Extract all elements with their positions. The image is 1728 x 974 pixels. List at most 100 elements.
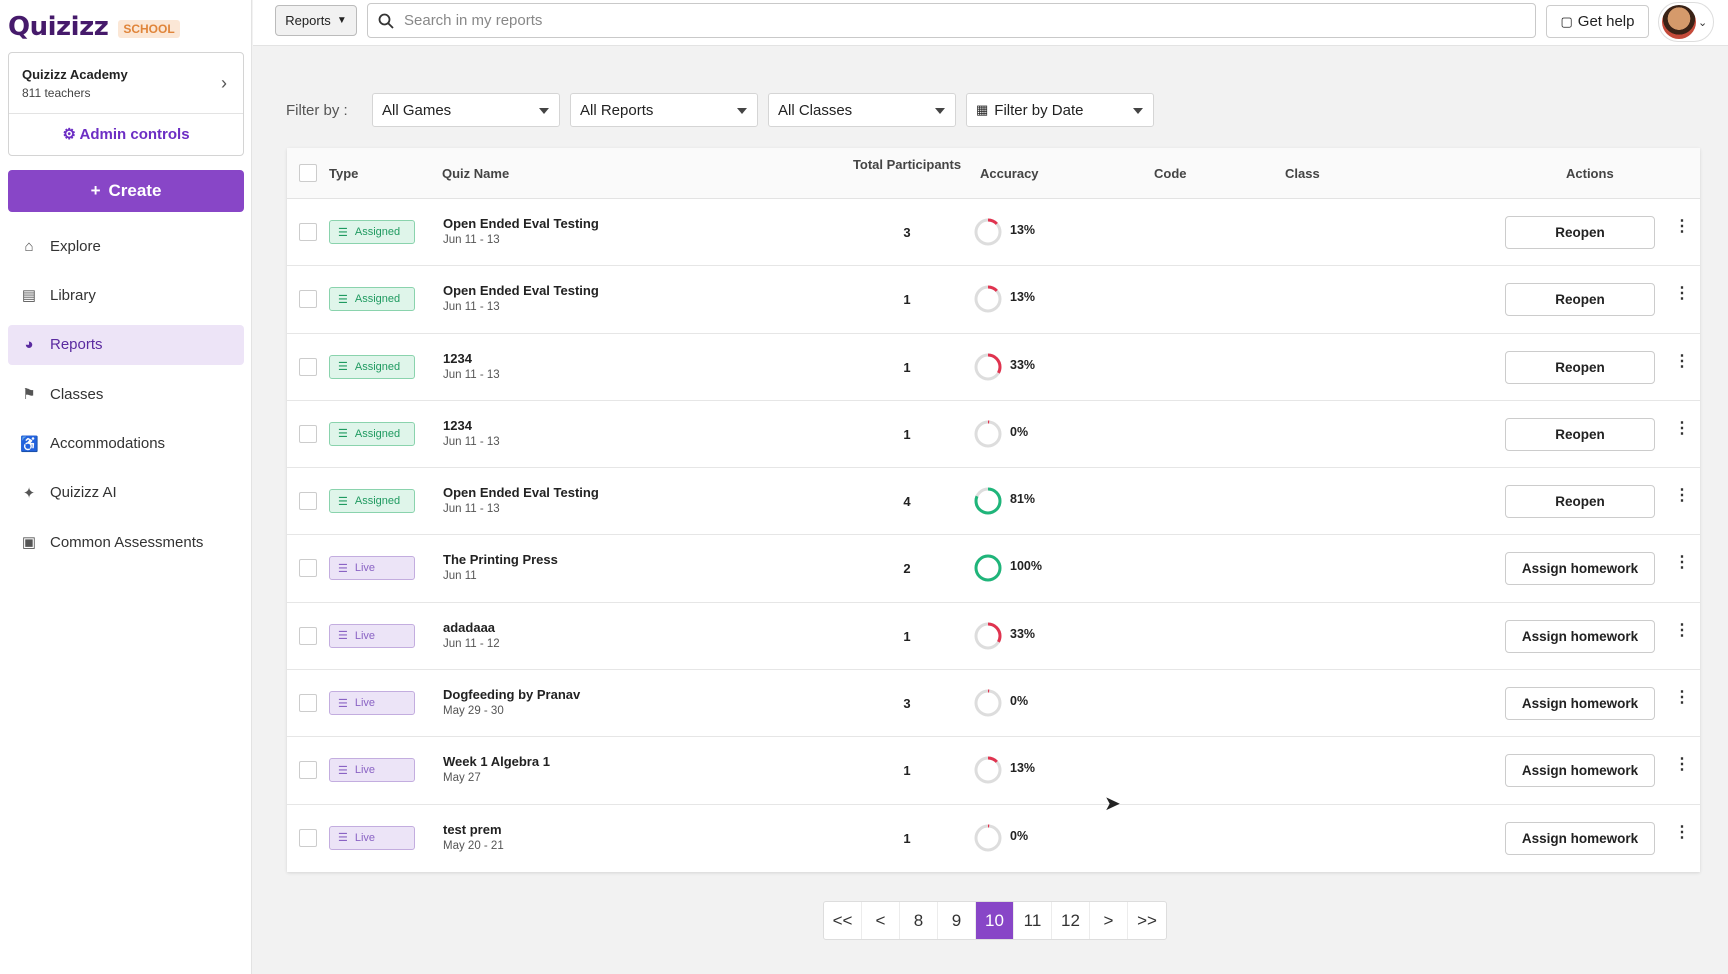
row-checkbox[interactable] — [299, 559, 317, 578]
row-checkbox[interactable] — [299, 828, 317, 847]
quiz-name[interactable]: Open Ended Eval Testing — [443, 283, 599, 299]
next-page-button[interactable]: > — [1090, 902, 1128, 939]
reopen-button[interactable]: Reopen — [1505, 283, 1655, 317]
assign-homework-button[interactable]: Assign homework — [1505, 619, 1655, 653]
quiz-name[interactable]: adadaaa — [443, 619, 496, 635]
table-row[interactable]: ☰ Assigned Open Ended Eval Testing Jun 11 -… — [287, 468, 1700, 536]
table-row[interactable]: ☰ Live The Printing Press Jun 11 2 100% Assign… — [287, 535, 1700, 603]
table-row[interactable]: ☰ Live Dogfeeding by Pranav May 29 - 30 3 0% A… — [287, 670, 1700, 738]
first-page-button[interactable]: << — [824, 902, 862, 939]
table-row[interactable]: ☰ Live test prem May 20 - 21 1 0% Assign homew… — [287, 805, 1700, 872]
quiz-name[interactable]: Week 1 Algebra 1 — [443, 754, 550, 770]
date-filter-value: Filter by Date — [994, 101, 1084, 119]
reopen-button[interactable]: Reopen — [1505, 350, 1655, 384]
row-checkbox[interactable] — [299, 492, 317, 511]
sidebar-item-explore[interactable]: ⌂ Explore — [8, 226, 244, 266]
more-options-icon[interactable]: ⋮ — [1674, 689, 1690, 707]
prev-page-button[interactable]: < — [862, 902, 900, 939]
calendar-icon: ▦ — [976, 102, 989, 117]
org-card[interactable]: Quizizz Academy 811 teachers › ⚙ Admin c… — [8, 52, 244, 156]
quiz-date: Jun 11 - 13 — [443, 368, 500, 381]
row-checkbox[interactable] — [299, 223, 317, 241]
table-row[interactable]: ☰ Assigned Open Ended Eval Testing Jun 11 -… — [287, 199, 1700, 267]
row-checkbox[interactable] — [299, 694, 317, 713]
page-button[interactable]: 9 — [938, 902, 976, 939]
quiz-name[interactable]: test prem — [443, 821, 502, 837]
table-row[interactable]: ☰ Assigned 1234 Jun 11 - 13 1 0% Reopen ⋮ — [287, 401, 1700, 469]
date-filter-select[interactable]: ▦ Filter by Date — [966, 93, 1154, 127]
assign-homework-button[interactable]: Assign homework — [1505, 687, 1655, 721]
type-badge-label: Assigned — [354, 226, 401, 238]
more-options-icon[interactable]: ⋮ — [1674, 621, 1690, 639]
sidebar-item-accommodations[interactable]: ♿ Accommodations — [8, 424, 244, 464]
chevron-right-icon[interactable]: › — [221, 73, 227, 93]
sidebar-item-label: Reports — [50, 336, 103, 354]
table-row[interactable]: ☰ Live adadaaa Jun 11 - 12 1 33% Assign homewo… — [287, 603, 1700, 671]
sidebar-item-library[interactable]: ▤ Library — [8, 275, 244, 315]
table-body: ☰ Assigned Open Ended Eval Testing Jun 11 -… — [287, 199, 1700, 872]
accuracy-value: 0% — [1010, 828, 1029, 843]
table-row[interactable]: ☰ Assigned Open Ended Eval Testing Jun 11 -… — [287, 266, 1700, 334]
more-options-icon[interactable]: ⋮ — [1674, 352, 1690, 370]
more-options-icon[interactable]: ⋮ — [1674, 823, 1690, 841]
quiz-name[interactable]: 1234 — [443, 350, 472, 366]
search-scope-select[interactable]: Reports ▼ — [275, 5, 357, 36]
assign-homework-button[interactable]: Assign homework — [1505, 754, 1655, 788]
profile-menu[interactable]: ⌄ — [1658, 2, 1714, 42]
list-icon: ☰ — [338, 764, 348, 777]
more-options-icon[interactable]: ⋮ — [1674, 419, 1690, 437]
sidebar-item-quizizz-ai[interactable]: ✦ Quizizz AI — [8, 473, 244, 513]
more-options-icon[interactable]: ⋮ — [1674, 487, 1690, 505]
page-button[interactable]: 12 — [1052, 902, 1090, 939]
participant-count: 4 — [903, 494, 911, 510]
admin-controls-link[interactable]: ⚙ Admin controls — [9, 125, 243, 143]
row-checkbox[interactable] — [299, 761, 317, 780]
row-checkbox[interactable] — [299, 290, 317, 309]
table-row[interactable]: ☰ Assigned 1234 Jun 11 - 13 1 33% Reopen ⋮ — [287, 334, 1700, 401]
quiz-date: May 29 - 30 — [443, 705, 504, 718]
accuracy-ring — [974, 218, 1002, 246]
select-all-checkbox[interactable] — [299, 164, 317, 182]
reopen-button[interactable]: Reopen — [1505, 417, 1655, 451]
sidebar-item-reports[interactable]: ◕ Reports — [8, 324, 244, 365]
type-badge-label: Live — [354, 629, 376, 642]
row-checkbox[interactable] — [299, 626, 317, 645]
more-options-icon[interactable]: ⋮ — [1674, 285, 1690, 303]
more-options-icon[interactable]: ⋮ — [1674, 218, 1690, 235]
more-options-icon[interactable]: ⋮ — [1674, 756, 1690, 774]
row-checkbox[interactable] — [299, 424, 317, 443]
logo[interactable]: Quizizz SCHOOL — [8, 12, 180, 42]
participant-count: 1 — [903, 359, 911, 375]
last-page-button[interactable]: >> — [1137, 910, 1157, 930]
page-button[interactable]: 11 — [1014, 902, 1052, 939]
more-options-icon[interactable]: ⋮ — [1674, 554, 1690, 572]
library-icon: ▤ — [21, 287, 37, 305]
page-button[interactable]: 8 — [900, 902, 938, 939]
table-row[interactable]: ☰ Live Week 1 Algebra 1 May 27 1 13% Assign ho… — [287, 737, 1700, 805]
accuracy-ring — [974, 824, 1002, 852]
quiz-name[interactable]: Open Ended Eval Testing — [443, 216, 599, 231]
reopen-button[interactable]: Reopen — [1505, 216, 1655, 249]
org-teacher-count: 811 teachers — [22, 86, 91, 100]
sidebar-item-classes[interactable]: ⚑ Classes — [8, 374, 244, 414]
quiz-name[interactable]: Open Ended Eval Testing — [443, 485, 599, 501]
reports-filter-select[interactable]: All Reports — [570, 93, 758, 127]
assign-homework-button[interactable]: Assign homework — [1505, 821, 1655, 855]
assign-homework-button[interactable]: Assign homework — [1505, 552, 1655, 586]
games-filter-select[interactable]: All Games — [372, 93, 560, 127]
reopen-button[interactable]: Reopen — [1505, 485, 1655, 519]
sidebar-item-common-assessments[interactable]: ▣ Common Assessments — [8, 522, 244, 562]
row-checkbox[interactable] — [299, 357, 317, 376]
quiz-name[interactable]: Dogfeeding by Pranav — [443, 687, 581, 703]
participant-count: 1 — [903, 426, 911, 442]
get-help-button[interactable]: ▢ Get help — [1546, 5, 1649, 38]
participant-count: 1 — [903, 763, 911, 779]
type-badge: ☰ Live — [329, 758, 415, 783]
participant-count: 1 — [903, 292, 911, 308]
quiz-name[interactable]: The Printing Press — [443, 552, 558, 568]
classes-filter-select[interactable]: All Classes — [768, 93, 956, 127]
create-button[interactable]: + Create — [8, 170, 244, 212]
quiz-name[interactable]: 1234 — [443, 417, 472, 433]
page-button[interactable]: 10 — [976, 902, 1014, 939]
search-input[interactable] — [404, 12, 1446, 29]
